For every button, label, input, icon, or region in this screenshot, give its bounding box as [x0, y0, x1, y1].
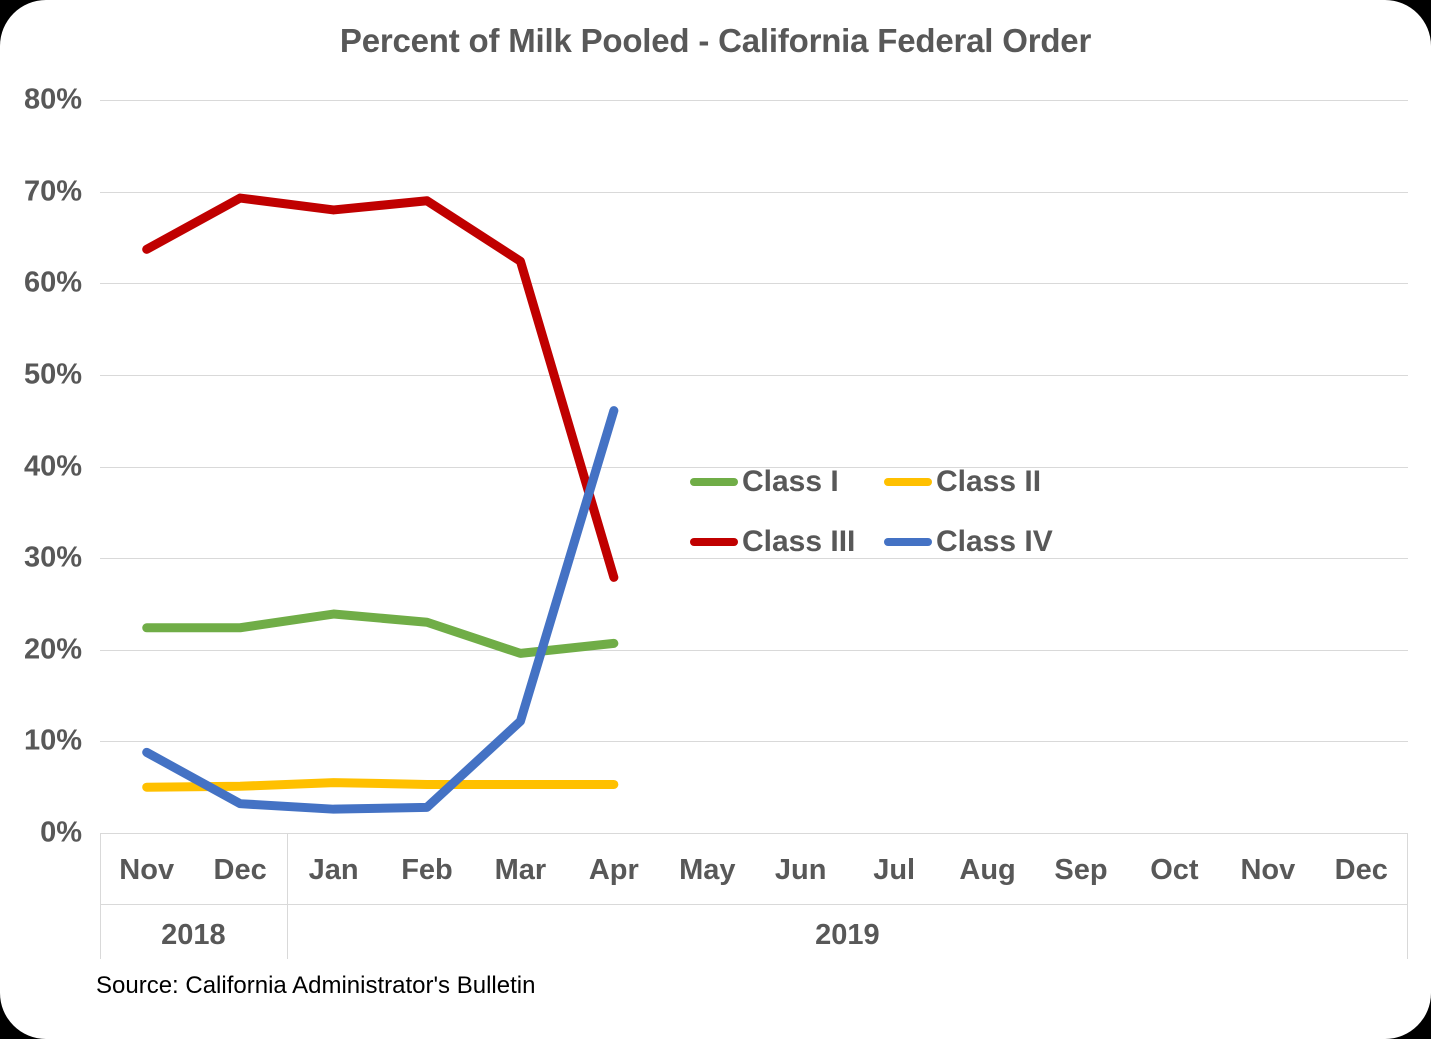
gridline: [100, 558, 1408, 560]
x-axis-month-label: Apr: [588, 854, 639, 886]
series-line-class-ii: [142, 778, 619, 792]
y-axis-tick-label: 20%: [23, 633, 82, 666]
x-axis-month-label: Mar: [494, 854, 547, 886]
y-axis-tick-label: 40%: [23, 450, 82, 482]
x-axis-month-label: Sep: [1054, 854, 1108, 886]
x-axis-months: Nov Dec Jan Feb Mar Apr May Jun Jul Aug Sep Oct Nov D…: [100, 834, 1408, 904]
x-axis-years: 2018 2019: [100, 904, 1408, 959]
legend-item[interactable]: Class I: [690, 465, 876, 499]
gridline: [100, 741, 1408, 743]
gridline: [100, 374, 1408, 376]
gridline: [100, 100, 1408, 101]
series-line-class-iv: [142, 406, 619, 814]
series-line-class-iii: [142, 193, 619, 582]
gridline: [100, 283, 1408, 285]
legend: Class I Class II Class III Class IV: [690, 465, 1070, 559]
plot-area: [100, 100, 1408, 833]
x-axis-month-label: Feb: [401, 854, 453, 886]
y-axis-tick-label: 10%: [23, 724, 82, 757]
y-axis-tick-label: 0%: [40, 816, 82, 849]
y-axis-tick-labels: 0% 10% 20% 30% 40% 50% 60% 70% 80%: [0, 84, 92, 849]
x-axis-year-label: 2018: [161, 919, 226, 951]
legend-line-swatch-icon: [884, 538, 932, 546]
series-line-class-i: [142, 609, 619, 658]
legend-item[interactable]: Class III: [690, 525, 876, 559]
legend-line-swatch-icon: [690, 538, 738, 546]
y-axis-tick-label: 60%: [23, 266, 82, 299]
x-axis-month-label: Jan: [308, 854, 359, 886]
x-axis-year-label: 2019: [815, 919, 880, 951]
axis-group-separator: [286, 834, 288, 959]
data-series-layer: [142, 193, 619, 814]
x-axis-month-label: Jun: [774, 854, 827, 886]
x-axis-month-label: Dec: [1334, 854, 1388, 886]
x-axis-month-label: May: [679, 854, 736, 886]
legend-item-label: Class IV: [936, 525, 1053, 558]
gridline: [100, 466, 1408, 468]
legend-item[interactable]: Class IV: [884, 525, 1070, 559]
y-axis-tick-label: 80%: [23, 83, 82, 116]
x-axis-month-label: Dec: [213, 854, 267, 886]
legend-line-swatch-icon: [690, 478, 738, 486]
y-axis-tick-label: 70%: [23, 175, 82, 208]
legend-item-label: Class III: [742, 525, 856, 558]
y-axis-tick-label: 30%: [23, 541, 82, 574]
x-axis-month-label: Oct: [1150, 854, 1199, 886]
axis-group-separator: [1407, 834, 1408, 959]
legend-line-swatch-icon: [884, 478, 932, 486]
x-axis-month-label: Nov: [119, 854, 175, 886]
axis-group-separator: [100, 834, 101, 959]
legend-item-label: Class II: [936, 465, 1042, 498]
source-note: Source: California Administrator's Bulle…: [96, 972, 536, 999]
y-axis-tick-label: 50%: [23, 358, 82, 391]
legend-item-label: Class I: [742, 465, 839, 498]
x-axis-month-label: Jul: [873, 854, 916, 886]
x-axis-month-label: Aug: [959, 854, 1016, 886]
page-title: Percent of Milk Pooled - California Fede…: [339, 22, 1092, 59]
x-axis: Nov Dec Jan Feb Mar Apr May Jun Jul Aug Sep Oct Nov D…: [100, 833, 1408, 959]
x-axis-month-label: Nov: [1240, 854, 1296, 886]
gridline: [100, 191, 1408, 193]
legend-item[interactable]: Class II: [884, 465, 1070, 499]
gridline: [100, 649, 1408, 651]
